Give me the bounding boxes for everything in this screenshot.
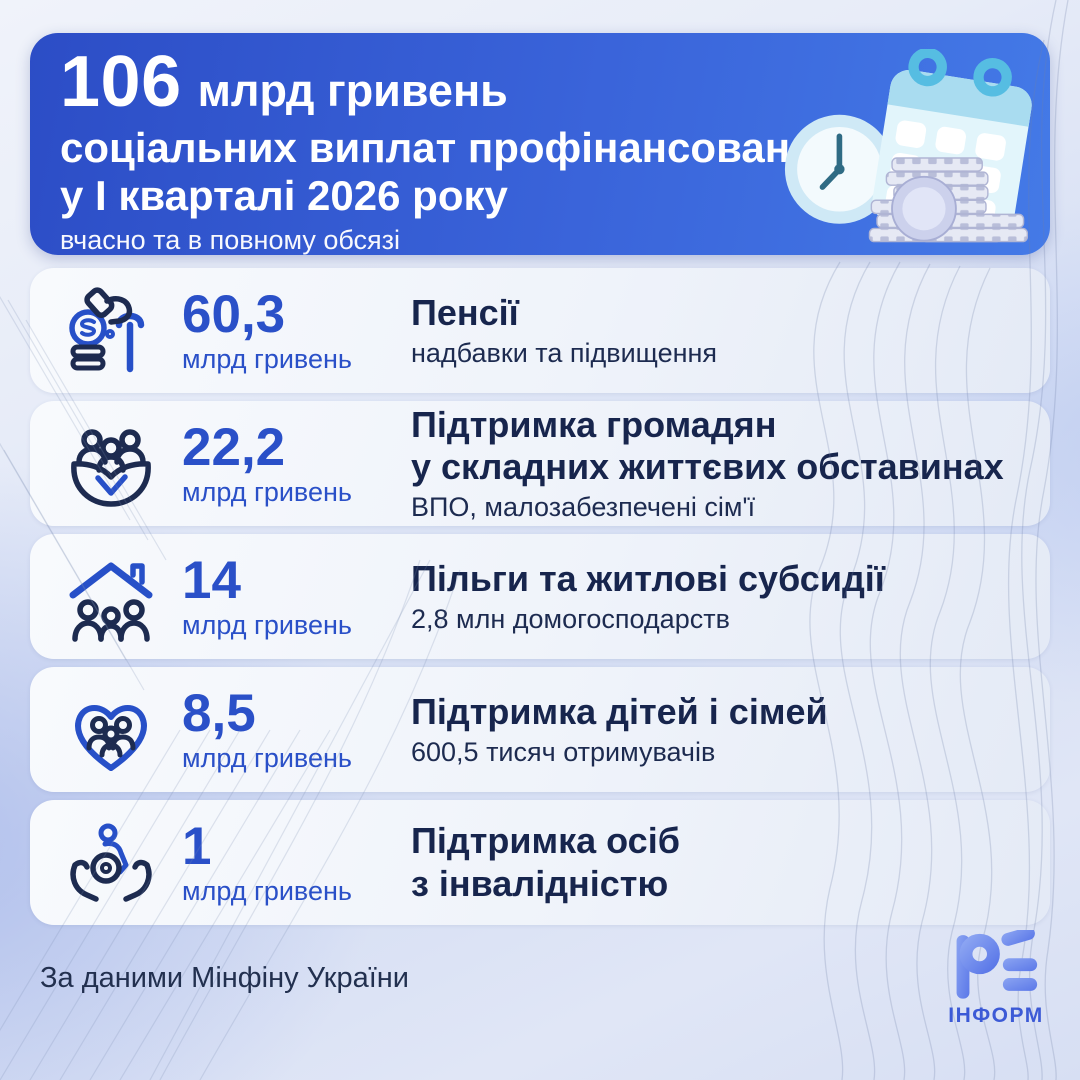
- row-text: Підтримка дітей і сімей 600,5 тисяч отри…: [411, 691, 838, 768]
- row-title: Пільги та житлові субсидії: [411, 557, 885, 599]
- row-value: 60,3 млрд гривень: [182, 288, 387, 374]
- row-children-families: 8,5 млрд гривень Підтримка дітей і сімей…: [30, 667, 1050, 792]
- pension-cane-coin-icon: [52, 280, 170, 382]
- hands-wheelchair-icon: [52, 812, 170, 914]
- value-unit: млрд гривень: [182, 343, 352, 374]
- row-subtitle: 600,5 тисяч отримувачів: [411, 737, 716, 768]
- row-citizens-support: 22,2 млрд гривень Підтримка громадян у с…: [30, 401, 1050, 526]
- reinform-logo-caption: ІНФОРМ: [948, 1004, 1044, 1027]
- header-text: 106 млрд гривень соціальних виплат профі…: [60, 42, 816, 255]
- row-subtitle: надбавки та підвищення: [411, 338, 718, 369]
- value-unit: млрд гривень: [182, 609, 352, 640]
- headline-line2: соціальних виплат профінансовано: [60, 124, 816, 171]
- row-value: 8,5 млрд гривень: [182, 687, 387, 773]
- row-housing-subsidies: 14 млрд гривень Пільги та житлові субсид…: [30, 534, 1050, 659]
- total-amount: 106: [60, 42, 182, 122]
- row-title: Підтримка дітей і сімей: [411, 690, 828, 732]
- value-number: 22,2: [182, 417, 286, 477]
- value-number: 1: [182, 816, 212, 876]
- value-unit: млрд гривень: [182, 742, 352, 773]
- total-unit: млрд гривень: [197, 65, 508, 116]
- reinform-logo: ІНФОРМ: [934, 930, 1058, 1028]
- headline-subtitle: вчасно та в повному обсязі: [60, 225, 401, 255]
- row-value: 14 млрд гривень: [182, 554, 387, 640]
- row-text: Пенсії надбавки та підвищення: [411, 292, 727, 369]
- value-unit: млрд гривень: [182, 875, 352, 906]
- row-disability-support: 1 млрд гривень Підтримка осіб з інвалідн…: [30, 800, 1050, 925]
- value-number: 60,3: [182, 284, 286, 344]
- row-text: Пільги та житлові субсидії 2,8 млн домог…: [411, 558, 895, 635]
- row-subtitle: 2,8 млн домогосподарств: [411, 604, 730, 635]
- headline-line3: у І кварталі 2026 року: [60, 172, 508, 219]
- row-title: Підтримка осіб: [411, 820, 680, 862]
- reinform-logo-mark: [956, 930, 1038, 999]
- house-family-icon: [52, 546, 170, 648]
- payment-rows: 60,3 млрд гривень Пенсії надбавки та під…: [30, 268, 1050, 933]
- calendar-clock-coins-illustration: [784, 49, 1032, 243]
- row-pensions: 60,3 млрд гривень Пенсії надбавки та під…: [30, 268, 1050, 393]
- row-value: 1 млрд гривень: [182, 820, 387, 906]
- heart-family-icon: [52, 679, 170, 781]
- headline-line1: 106 млрд гривень: [60, 42, 816, 124]
- value-number: 8,5: [182, 683, 256, 743]
- row-subtitle: ВПО, малозабезпечені сім'ї: [411, 492, 756, 523]
- row-value: 22,2 млрд гривень: [182, 421, 387, 507]
- value-unit: млрд гривень: [182, 476, 352, 507]
- header-card: 106 млрд гривень соціальних виплат профі…: [30, 33, 1050, 255]
- row-text: Підтримка громадян у складних життєвих о…: [411, 404, 1014, 523]
- row-title-line2: у складних життєвих обставинах: [411, 446, 1004, 487]
- row-title-line2: з інвалідністю: [411, 862, 669, 904]
- row-text: Підтримка осіб з інвалідністю: [411, 820, 690, 904]
- row-title: Підтримка громадян: [411, 403, 777, 445]
- data-source-note: За даними Мінфіну України: [40, 962, 409, 994]
- row-title: Пенсії: [411, 291, 519, 333]
- family-group-leaves-icon: [52, 413, 170, 515]
- value-number: 14: [182, 550, 241, 610]
